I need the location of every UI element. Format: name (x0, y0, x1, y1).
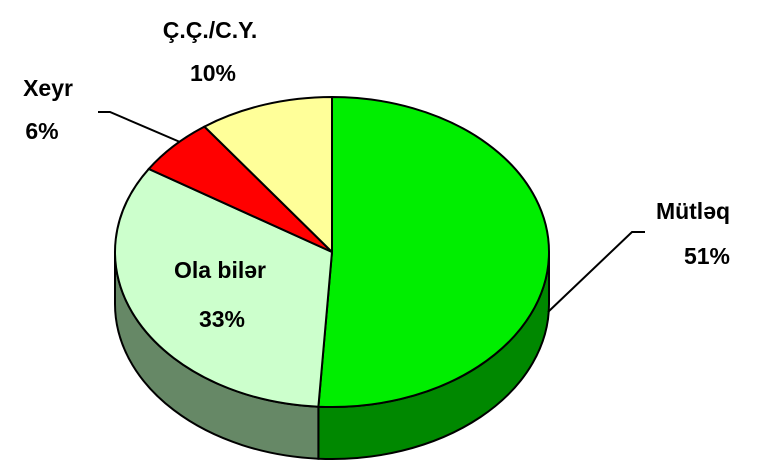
leader-line (98, 111, 181, 143)
labels: Mütləq 51% Ola bilər 33% Xeyr 6% Ç.Ç./C.Y. 10% (23, 17, 730, 332)
value-label: 51% (684, 243, 730, 269)
slice-label: Mütləq (656, 198, 730, 224)
pie-tops (114, 95, 551, 408)
pie-slice (317, 95, 551, 408)
value-label: 33% (199, 306, 245, 332)
slice-label: Ç.Ç./C.Y. (163, 17, 258, 43)
pie-slice (202, 95, 333, 255)
value-label: 6% (25, 118, 58, 144)
value-label: 10% (190, 60, 236, 86)
slice-label: Ola bilər (174, 257, 266, 283)
leader-line (547, 231, 645, 313)
slice-label: Xeyr (23, 75, 73, 101)
